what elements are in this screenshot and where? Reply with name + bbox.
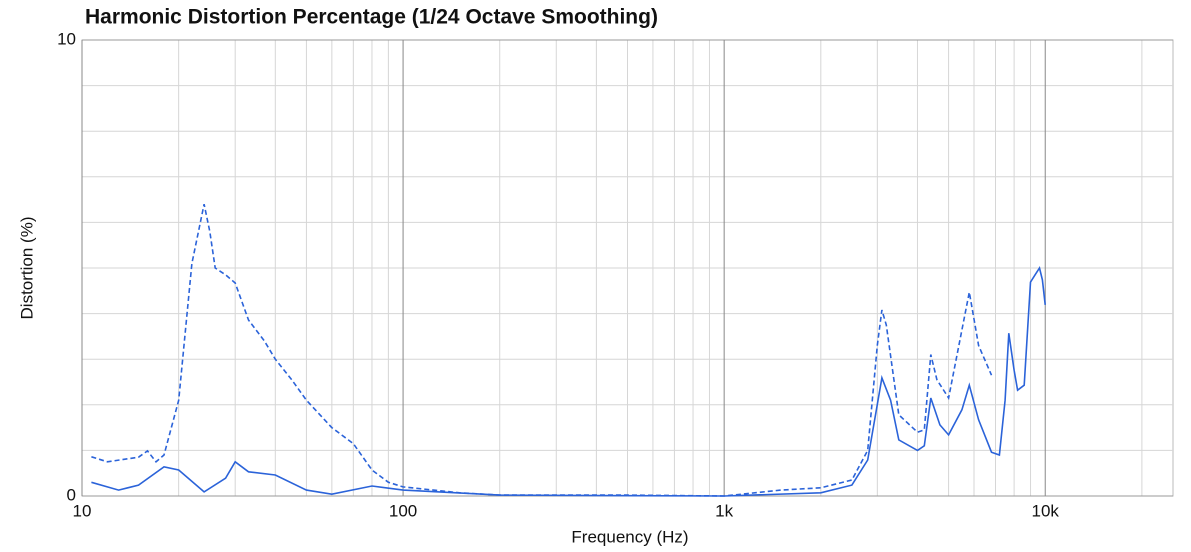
x-axis-label: Frequency (Hz) bbox=[571, 527, 688, 546]
series-line bbox=[91, 204, 993, 497]
x-tick-label: 1k bbox=[715, 501, 733, 520]
series-line bbox=[91, 266, 1046, 497]
x-tick-label: 10k bbox=[1032, 501, 1060, 520]
y-tick-label: 10 bbox=[57, 29, 76, 48]
x-tick-label: 100 bbox=[389, 501, 417, 520]
y-axis-label: Distortion (%) bbox=[17, 217, 36, 320]
y-tick-label: 0 bbox=[67, 485, 76, 504]
x-tick-label: 10 bbox=[73, 501, 92, 520]
chart-title: Harmonic Distortion Percentage (1/24 Oct… bbox=[85, 6, 658, 29]
